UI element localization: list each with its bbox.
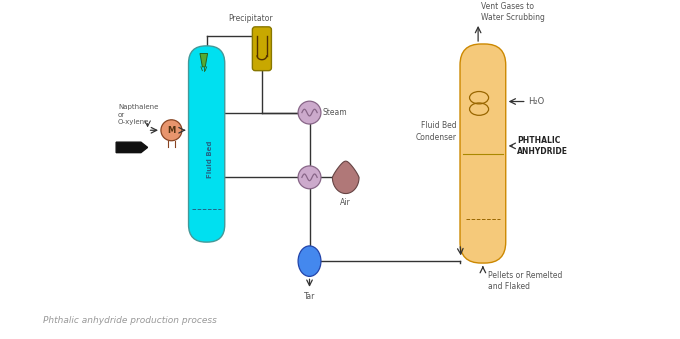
Text: Napthalene
or
O-xylene: Napthalene or O-xylene xyxy=(118,104,158,125)
Text: Vent Gases to
Water Scrubbing: Vent Gases to Water Scrubbing xyxy=(481,2,545,22)
Text: Air: Air xyxy=(341,198,351,207)
Text: Steam: Steam xyxy=(323,108,347,117)
Polygon shape xyxy=(333,161,359,194)
Text: Fluid Bed
Condenser: Fluid Bed Condenser xyxy=(415,121,456,142)
Circle shape xyxy=(161,120,182,141)
FancyBboxPatch shape xyxy=(460,44,506,263)
FancyBboxPatch shape xyxy=(252,27,271,71)
Text: Fluid Bed: Fluid Bed xyxy=(207,141,214,178)
Text: PHTHALIC
ANHYDRIDE: PHTHALIC ANHYDRIDE xyxy=(517,136,568,156)
Text: H₂O: H₂O xyxy=(528,97,545,106)
Circle shape xyxy=(298,101,321,124)
Polygon shape xyxy=(200,54,207,67)
Ellipse shape xyxy=(298,246,321,276)
Text: M: M xyxy=(167,126,175,135)
FancyArrow shape xyxy=(116,142,148,153)
Text: Pellets or Remelted
and Flaked: Pellets or Remelted and Flaked xyxy=(488,271,562,291)
Text: Tar: Tar xyxy=(304,292,316,301)
Text: Precipitator: Precipitator xyxy=(228,14,273,23)
Circle shape xyxy=(298,166,321,189)
FancyBboxPatch shape xyxy=(188,46,225,242)
Text: Phthalic anhydride production process: Phthalic anhydride production process xyxy=(43,316,217,325)
